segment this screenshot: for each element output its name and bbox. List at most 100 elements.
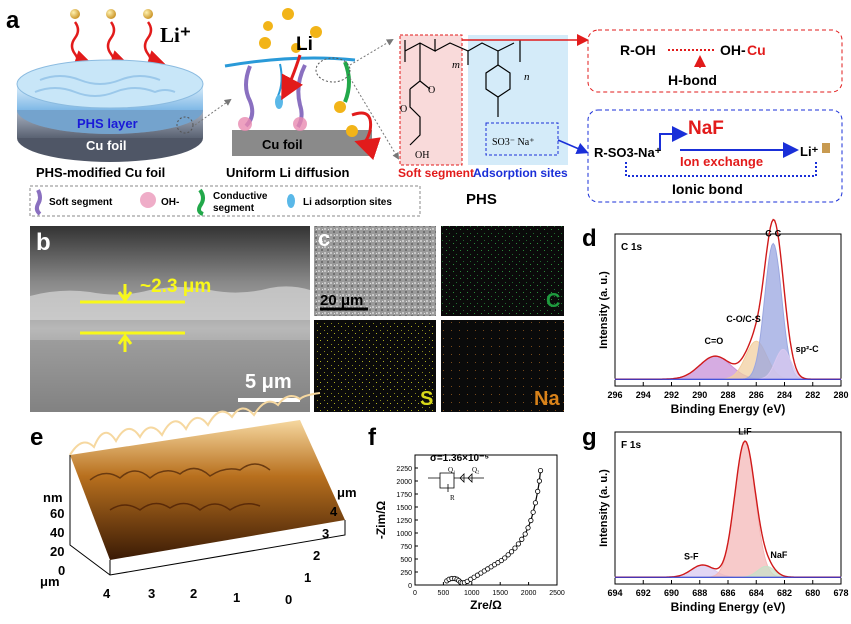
li-metal-label: Li: [296, 34, 313, 55]
peak-co: [614, 355, 842, 380]
rso3na-label: R-SO3-Na⁺: [594, 145, 662, 160]
y-tick-label: 750: [400, 544, 412, 551]
legend-conductive-2: segment: [213, 203, 255, 214]
afm-x-tick-1: 1: [233, 590, 240, 605]
y-tick-label: 0: [408, 583, 412, 590]
eds-sem-map: [314, 226, 436, 316]
peak-cc: [614, 242, 842, 380]
data-point: [528, 517, 534, 524]
peak-label: S-F: [684, 552, 699, 562]
equivalent-circuit: [428, 472, 484, 492]
x-tick-label: 500: [438, 590, 450, 597]
y-axis-label: Intensity (a. u.): [598, 469, 610, 547]
roh-label: R-OH: [620, 42, 656, 58]
thickness-arrow-up: [117, 333, 133, 352]
y-tick-label: 2250: [396, 466, 412, 473]
y-axis-label: -Zim/Ω: [374, 500, 388, 539]
ionic-bond-label: Ionic bond: [672, 181, 743, 197]
eds-na-label: Na: [534, 388, 560, 410]
caption-uniform-li: Uniform Li diffusion: [226, 165, 350, 180]
x-tick-label: 292: [664, 390, 679, 400]
atom-oh: OH: [415, 150, 429, 161]
x-tick-label: 282: [805, 390, 820, 400]
panel-a-letter: a: [6, 7, 20, 34]
afm-z-tick-0: 0: [58, 563, 65, 578]
phs-structure: [404, 39, 521, 146]
x-tick-label: 686: [720, 588, 735, 598]
ohcu-label-a: OH-: [720, 42, 746, 58]
data-point: [535, 488, 541, 494]
legend-conductive-1: Conductive: [213, 191, 268, 202]
x-axis-label: Binding Energy (eV): [671, 402, 786, 416]
data-point: [512, 545, 518, 551]
hbond-box: [587, 29, 843, 93]
x-tick-label: 2500: [549, 590, 565, 597]
afm-z-tick-20: 20: [50, 544, 64, 559]
afm-y-tick-2: 2: [313, 548, 320, 563]
data-point: [532, 500, 539, 506]
subscript-m: m: [452, 59, 460, 71]
afm-z-tick-40: 40: [50, 525, 64, 540]
x-tick-label: 286: [749, 390, 764, 400]
label-adsorption-sites: Adsorption sites: [473, 166, 568, 180]
afm-y-tick-4: 4: [330, 504, 338, 519]
data-point: [515, 541, 521, 547]
x-tick-label: 680: [805, 588, 820, 598]
legend-li-adsorption: Li adsorption sites: [303, 197, 392, 208]
x-tick-label: 284: [777, 390, 792, 400]
x-tick-label: 690: [664, 588, 679, 598]
soft-segment-highlight: [400, 35, 462, 165]
y-tick-label: 1000: [396, 531, 412, 538]
panel-b-letter: b: [36, 229, 51, 256]
circuit-r: R: [450, 494, 455, 502]
x-axis-label: Binding Energy (eV): [671, 600, 786, 614]
conductive-segment-icon: [197, 188, 205, 216]
li-adsorption-icon: [287, 194, 295, 208]
ion-exchange-label: Ion exchange: [680, 154, 763, 169]
sem-scale-label: 5 μm: [245, 371, 292, 393]
afm-z-unit: nm: [43, 490, 63, 505]
data-point: [522, 531, 528, 537]
afm-y-unit: μm: [337, 485, 357, 500]
x-tick-label: 1000: [464, 590, 480, 597]
label-phs: PHS: [466, 191, 497, 208]
atom-o-1: O: [428, 85, 435, 96]
eds-scale-label: 20 μm: [320, 292, 363, 309]
peak-label: C-C: [765, 229, 781, 239]
cu-foil-label: Cu foil: [86, 138, 126, 153]
data-point: [519, 536, 525, 542]
circuit-q1: Q₁: [448, 466, 456, 474]
soft-segment-icon: [34, 189, 42, 216]
eds-sulfur-map: [314, 320, 436, 412]
x-tick-label: 280: [833, 390, 848, 400]
afm-x-tick-4: 4: [103, 586, 111, 601]
y-tick-label: 1750: [396, 492, 412, 499]
peak-lif: [614, 440, 842, 578]
data-point: [536, 478, 542, 484]
circuit-q2: Q₂: [472, 466, 480, 474]
afm-y-tick-1: 1: [304, 570, 311, 585]
x-tick-label: 294: [636, 390, 651, 400]
afm-z-tick-60: 60: [50, 506, 64, 521]
li-plus-label: Li⁺: [800, 144, 819, 159]
chart-c1s: 296 294 292 290 288 286 284 282 280 Binding Energ…: [598, 218, 849, 416]
legend-oh: OH-: [161, 197, 179, 208]
li-cylinder-icon: [822, 143, 830, 153]
uniform-li-scheme: [224, 8, 381, 161]
y-tick-label: 500: [400, 557, 412, 564]
x-tick-label: 682: [777, 588, 792, 598]
li-ion-label: Li⁺: [160, 23, 191, 47]
panel-f-letter: f: [368, 424, 377, 451]
panel-c-letter: c: [318, 226, 330, 251]
eds-carbon-map: [441, 226, 564, 316]
x-tick-label: 688: [692, 588, 707, 598]
adsorption-highlight: [468, 35, 568, 165]
panel-d-letter: d: [582, 225, 597, 252]
afm-x-tick-0: 0: [285, 592, 292, 607]
x-tick-label: 692: [636, 588, 651, 598]
data-point: [508, 549, 515, 555]
phs-cu-disc: [16, 59, 204, 162]
x-tick-label: 290: [692, 390, 707, 400]
data-point: [525, 525, 531, 531]
cu-foil-label-2: Cu foil: [262, 137, 302, 152]
